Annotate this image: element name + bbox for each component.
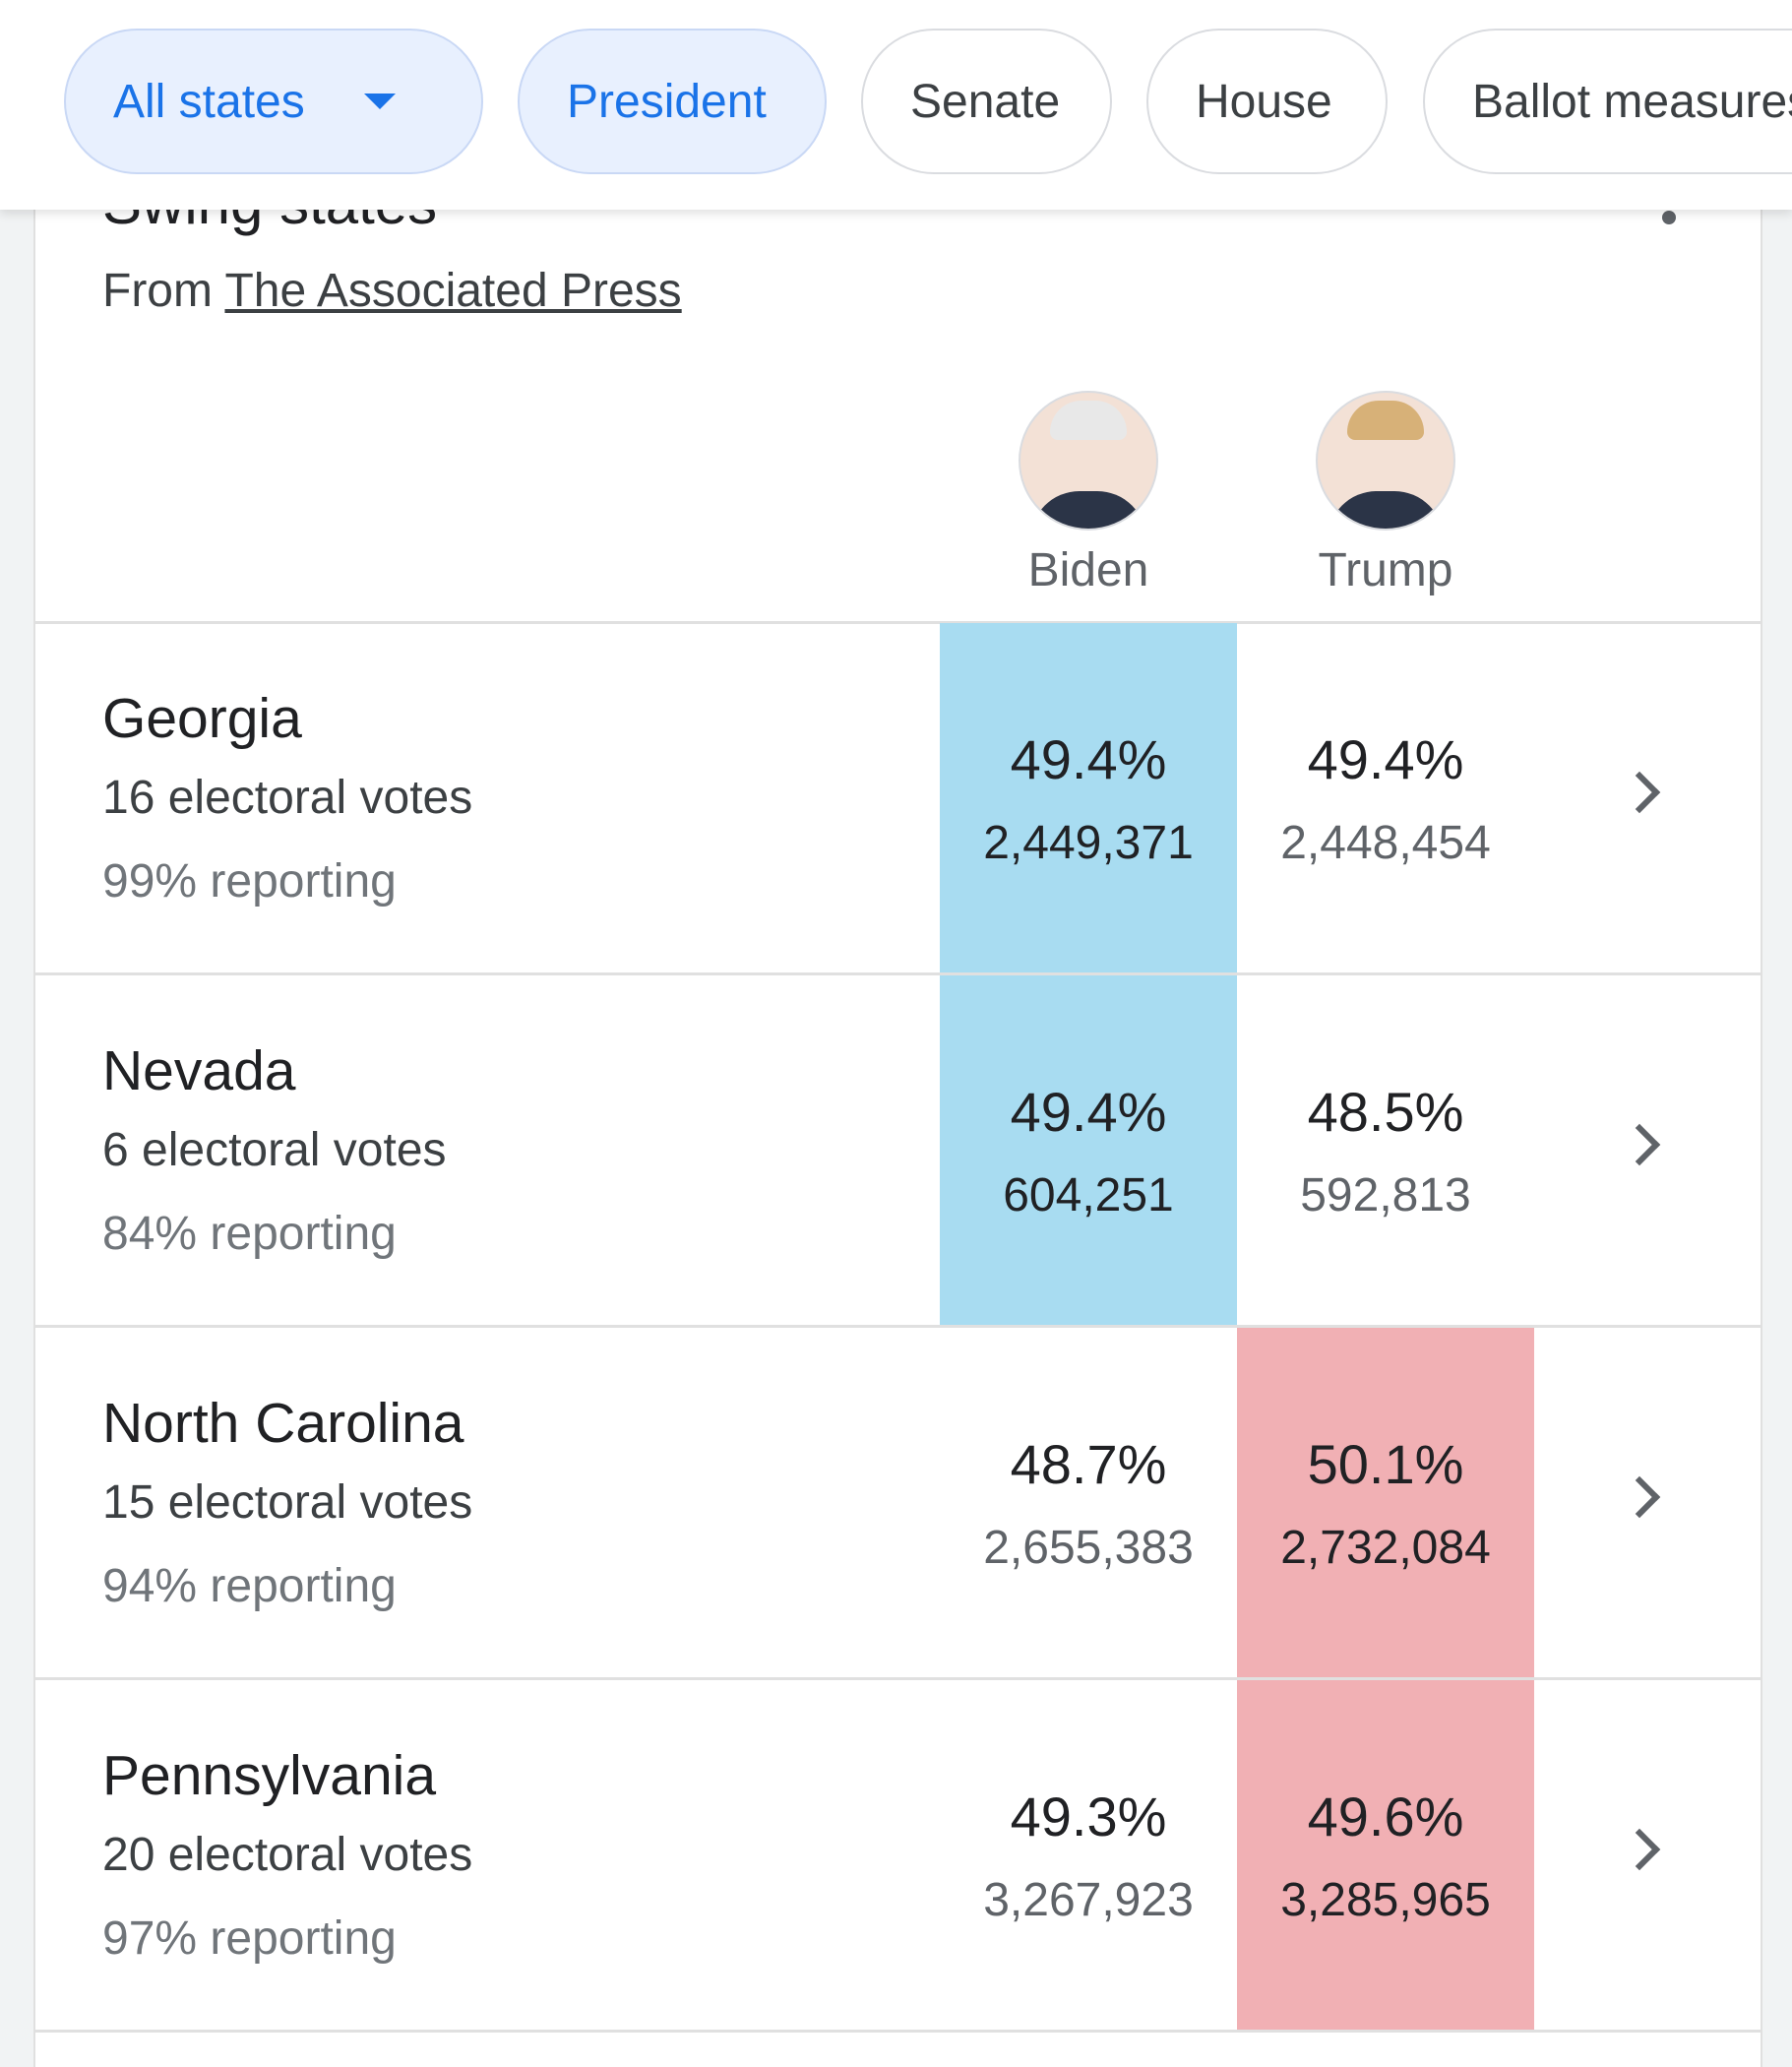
- vote-percent: 49.3%: [1010, 1785, 1167, 1848]
- vote-count: 3,285,965: [1280, 1874, 1491, 1926]
- more-menu[interactable]: [1662, 211, 1676, 224]
- leader-highlight: [940, 623, 1237, 972]
- filter-chip[interactable]: President: [518, 29, 827, 174]
- source-line: From The Associated Press: [102, 264, 682, 318]
- state-name: North Carolina: [102, 1392, 464, 1455]
- filter-chip[interactable]: Senate: [861, 29, 1112, 174]
- chevron[interactable]: [1618, 771, 1661, 814]
- candidate-avatar: [1019, 391, 1158, 531]
- vote-percent: 48.5%: [1307, 1081, 1464, 1143]
- state-name: Pennsylvania: [102, 1744, 437, 1807]
- vote-percent: 50.1%: [1307, 1433, 1464, 1495]
- state-name: Nevada: [102, 1039, 296, 1102]
- candidate-name: Trump: [1318, 544, 1453, 596]
- avatar-suit: [1030, 491, 1146, 529]
- vote-percent: 49.4%: [1010, 1081, 1167, 1143]
- vote-count: 2,655,383: [983, 1522, 1194, 1574]
- chevron[interactable]: [1618, 1828, 1661, 1871]
- chip-label: President: [567, 75, 767, 128]
- chip-label: Ballot measures: [1472, 75, 1792, 128]
- state-name: Georgia: [102, 687, 302, 750]
- chip-label: All states: [113, 75, 305, 128]
- vote-percent: 49.4%: [1307, 728, 1464, 790]
- row-divider: [35, 972, 1761, 975]
- electoral-votes: 15 electoral votes: [102, 1476, 473, 1529]
- avatar-hair: [1050, 401, 1127, 440]
- chevron[interactable]: [1618, 1475, 1661, 1519]
- row-divider: [35, 1325, 1761, 1328]
- electoral-votes: 16 electoral votes: [102, 772, 473, 824]
- candidate-avatar: [1316, 391, 1455, 531]
- vote-percent: 49.6%: [1307, 1785, 1464, 1848]
- leader-highlight: [940, 975, 1237, 1325]
- source-prefix: From: [102, 265, 213, 317]
- chip-label: Senate: [910, 75, 1061, 128]
- row-divider: [35, 621, 1761, 624]
- vote-count: 2,449,371: [983, 817, 1194, 869]
- reporting: 94% reporting: [102, 1560, 397, 1612]
- avatar-suit: [1328, 491, 1444, 529]
- vote-count: 604,251: [1003, 1169, 1174, 1221]
- state-row[interactable]: 49.4% 2,449,371 49.4% 2,448,454 Georgia 16 el…: [35, 623, 1761, 972]
- results-card: Swing states From The Associated Press B…: [33, 148, 1762, 2067]
- reporting: 99% reporting: [102, 855, 397, 908]
- state-row[interactable]: 49.4% 604,251 48.5% 592,813 Nevada 6 electora…: [35, 975, 1761, 1325]
- candidate-name: Biden: [1027, 544, 1149, 596]
- vote-count: 2,448,454: [1280, 817, 1491, 869]
- reporting: 97% reporting: [102, 1912, 397, 1965]
- row-divider: [35, 1677, 1761, 1680]
- reporting: 84% reporting: [102, 1208, 397, 1260]
- leader-highlight: [1237, 1328, 1534, 1677]
- electoral-votes: 20 electoral votes: [102, 1829, 473, 1881]
- chip-label: House: [1196, 75, 1332, 128]
- state-row[interactable]: 48.7% 2,655,383 50.1% 2,732,084 North Caroli…: [35, 1328, 1761, 1677]
- row-divider: [35, 2030, 1761, 2033]
- dropdown-arrow: [363, 94, 396, 109]
- source-link[interactable]: The Associated Press: [224, 265, 682, 317]
- avatar-hair: [1347, 401, 1424, 440]
- vote-count: 3,267,923: [983, 1874, 1194, 1926]
- vote-percent: 48.7%: [1010, 1433, 1167, 1495]
- leader-highlight: [1237, 1680, 1534, 2030]
- vote-count: 2,732,084: [1280, 1522, 1491, 1574]
- filter-chip[interactable]: House: [1146, 29, 1388, 174]
- chevron[interactable]: [1618, 1123, 1661, 1166]
- electoral-votes: 6 electoral votes: [102, 1124, 447, 1176]
- filter-bar: All states President Senate House Ballot mea…: [0, 0, 1792, 210]
- filter-chip[interactable]: Ballot measures: [1423, 29, 1792, 174]
- filter-chip[interactable]: All states: [64, 29, 483, 174]
- vote-percent: 49.4%: [1010, 728, 1167, 790]
- state-row[interactable]: 49.3% 3,267,923 49.6% 3,285,965 Pennsylvania…: [35, 1680, 1761, 2030]
- vote-count: 592,813: [1300, 1169, 1471, 1221]
